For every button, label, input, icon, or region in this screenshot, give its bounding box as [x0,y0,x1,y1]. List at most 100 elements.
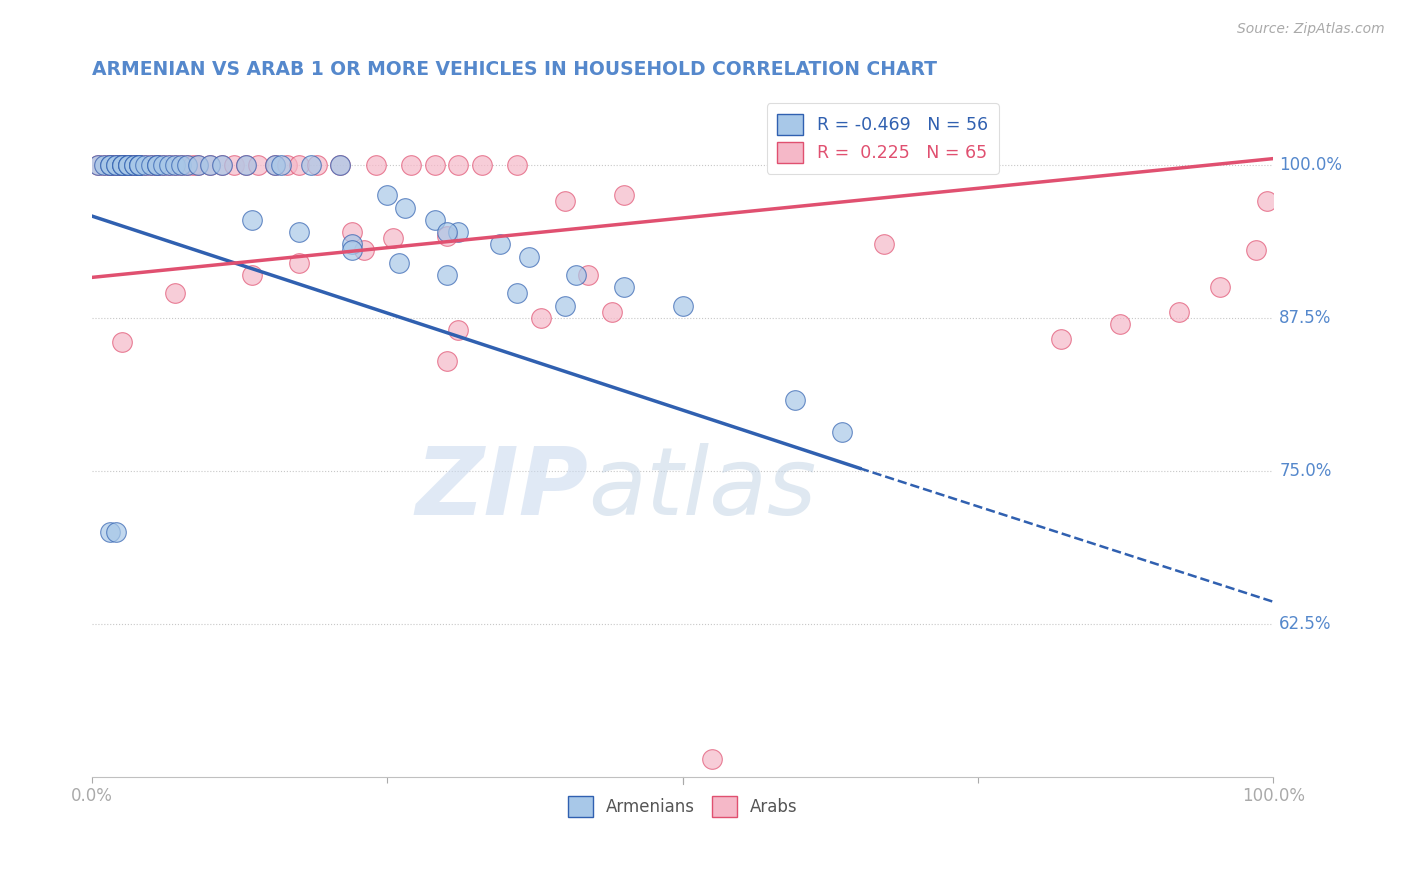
Point [104,158,127,172]
Point [329,158,352,172]
Point [702,751,724,765]
Point [613,188,636,202]
Point [117,158,139,172]
Point [104,524,127,539]
Point [170,158,193,172]
Point [157,158,180,172]
Point [111,158,134,172]
Point [517,250,540,264]
Point [394,201,416,215]
Point [288,158,311,172]
Point [447,158,470,172]
Point [111,158,134,172]
Text: ZIP: ZIP [415,443,588,535]
Point [122,158,145,172]
Point [141,158,163,172]
Point [471,158,494,172]
Point [98,158,121,172]
Point [146,158,169,172]
Text: ARMENIAN VS ARAB 1 OR MORE VEHICLES IN HOUSEHOLD CORRELATION CHART: ARMENIAN VS ARAB 1 OR MORE VEHICLES IN H… [93,60,938,78]
Point [530,310,553,325]
Point [98,158,121,172]
Point [1256,194,1278,209]
Point [377,188,399,202]
Text: Source: ZipAtlas.com: Source: ZipAtlas.com [1237,22,1385,37]
Point [146,158,169,172]
Point [128,158,150,172]
Point [554,194,576,209]
Point [388,255,411,269]
Point [506,286,529,301]
Legend: Armenians, Arabs: Armenians, Arabs [561,789,804,823]
Point [554,299,576,313]
Point [211,158,233,172]
Point [146,158,169,172]
Point [672,299,695,313]
Text: 75.0%: 75.0% [1279,462,1331,480]
Point [176,158,198,172]
Point [246,158,269,172]
Point [128,158,150,172]
Text: 87.5%: 87.5% [1279,309,1331,326]
Point [98,158,121,172]
Point [117,158,139,172]
Point [128,158,150,172]
Point [436,268,458,282]
Point [600,304,623,318]
Point [170,158,193,172]
Point [157,158,180,172]
Point [423,212,446,227]
Point [613,280,636,294]
Point [93,158,115,172]
Point [122,158,145,172]
Point [1167,304,1189,318]
Point [187,158,209,172]
Point [163,286,186,301]
Point [117,158,139,172]
Point [364,158,387,172]
Point [576,268,599,282]
Point [128,158,150,172]
Point [122,158,145,172]
Point [506,158,529,172]
Point [1049,332,1071,346]
Point [163,158,186,172]
Point [111,158,134,172]
Point [1209,280,1232,294]
Point [122,158,145,172]
Point [831,425,853,439]
Point [299,158,322,172]
Point [187,158,209,172]
Point [382,231,405,245]
Point [152,158,174,172]
Point [98,524,121,539]
Point [200,158,222,172]
Point [117,158,139,172]
Point [87,158,110,172]
Point [436,353,458,368]
Point [111,335,134,350]
Point [211,158,233,172]
Point [104,158,127,172]
Point [146,158,169,172]
Point [181,158,204,172]
Point [565,268,588,282]
Point [141,158,163,172]
Point [423,158,446,172]
Text: 100.0%: 100.0% [1279,156,1343,174]
Point [111,158,134,172]
Point [288,225,311,239]
Point [436,228,458,243]
Point [264,158,287,172]
Point [288,255,311,269]
Text: atlas: atlas [588,443,817,534]
Point [235,158,257,172]
Point [270,158,292,172]
Point [93,158,115,172]
Point [87,158,110,172]
Point [222,158,245,172]
Point [104,158,127,172]
Point [399,158,422,172]
Point [152,158,174,172]
Point [329,158,352,172]
